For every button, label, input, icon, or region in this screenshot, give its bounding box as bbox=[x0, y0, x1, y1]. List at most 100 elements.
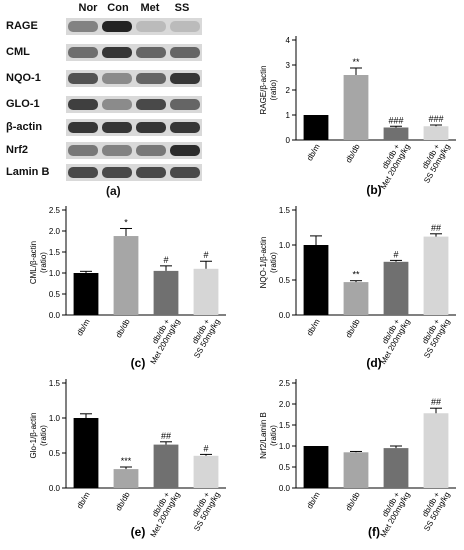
blot-lane bbox=[66, 142, 202, 159]
bar bbox=[383, 448, 409, 488]
significance-marker: ## bbox=[431, 397, 441, 407]
blot-band bbox=[170, 122, 200, 133]
blot-band bbox=[136, 21, 166, 32]
y-tick-label: 1.0 bbox=[49, 414, 61, 423]
significance-marker: # bbox=[163, 255, 168, 265]
bar bbox=[303, 245, 329, 315]
blot-band bbox=[136, 122, 166, 133]
blot-row-label: NQO-1 bbox=[6, 72, 41, 84]
panel-label: (b) bbox=[366, 183, 381, 197]
bar bbox=[153, 444, 179, 488]
blot-band bbox=[102, 21, 132, 32]
blot-band bbox=[68, 47, 98, 58]
blot-band bbox=[68, 73, 98, 84]
panel-label: (c) bbox=[131, 356, 146, 370]
blot-band bbox=[136, 167, 166, 178]
blot-row-label: Nrf2 bbox=[6, 144, 29, 156]
blot-band bbox=[170, 167, 200, 178]
y-axis-label: (ratio) bbox=[269, 252, 278, 273]
category-label: db/m bbox=[75, 490, 92, 510]
y-tick-label: 3 bbox=[286, 61, 291, 70]
blot-band bbox=[170, 73, 200, 84]
blot-row-label: Lamin B bbox=[6, 166, 50, 178]
blot-row-label: CML bbox=[6, 46, 30, 58]
y-tick-label: 2.0 bbox=[279, 400, 291, 409]
y-tick-label: 0.5 bbox=[279, 463, 291, 472]
blot-band bbox=[136, 99, 166, 110]
y-tick-label: 0.5 bbox=[49, 449, 61, 458]
panel-label: (e) bbox=[131, 525, 146, 539]
blot-band bbox=[102, 122, 132, 133]
y-tick-label: 1.5 bbox=[279, 421, 291, 430]
bar bbox=[343, 75, 369, 140]
significance-marker: # bbox=[393, 249, 398, 259]
significance-marker: ## bbox=[431, 223, 441, 233]
significance-marker: # bbox=[203, 250, 208, 260]
y-axis-label: (ratio) bbox=[269, 79, 278, 100]
bar bbox=[113, 236, 139, 315]
y-axis-label: RAGE/β-actin bbox=[259, 65, 268, 114]
y-tick-label: 1.5 bbox=[279, 206, 291, 215]
bar bbox=[343, 282, 369, 315]
y-tick-label: 1 bbox=[286, 111, 291, 120]
blot-band bbox=[170, 21, 200, 32]
y-tick-label: 0.0 bbox=[279, 311, 291, 320]
blot-column-header: SS bbox=[174, 2, 190, 14]
blot-lane bbox=[66, 44, 202, 61]
y-tick-label: 1.0 bbox=[279, 241, 291, 250]
y-tick-label: 1.5 bbox=[49, 379, 61, 388]
blot-row-label: RAGE bbox=[6, 20, 38, 32]
blot-lane bbox=[66, 164, 202, 181]
y-tick-label: 0.5 bbox=[279, 276, 291, 285]
blot-column-header: Met bbox=[140, 2, 160, 14]
blot-lane bbox=[66, 96, 202, 113]
y-axis-label: Nrf2/Lamin B bbox=[259, 412, 268, 459]
blot-band bbox=[170, 47, 200, 58]
bar bbox=[73, 418, 99, 488]
category-label: db/m bbox=[305, 142, 322, 162]
blot-row-label: β-actin bbox=[6, 121, 43, 133]
significance-marker: ### bbox=[388, 115, 403, 125]
category-label: db/db bbox=[114, 317, 132, 339]
significance-marker: ** bbox=[352, 57, 360, 67]
y-axis-label: (ratio) bbox=[39, 425, 48, 446]
blot-band bbox=[68, 21, 98, 32]
bar bbox=[193, 455, 219, 488]
significance-marker: ## bbox=[161, 431, 171, 441]
y-tick-label: 1.0 bbox=[279, 442, 291, 451]
blot-band bbox=[102, 99, 132, 110]
blot-band bbox=[68, 122, 98, 133]
blot-band bbox=[136, 145, 166, 156]
bar bbox=[303, 115, 329, 140]
y-axis-label: (ratio) bbox=[269, 425, 278, 446]
bar bbox=[423, 236, 449, 315]
blot-column-header: Nor bbox=[78, 2, 98, 14]
bar bbox=[153, 270, 179, 315]
y-tick-label: 2.0 bbox=[49, 227, 61, 236]
blot-column-header: Con bbox=[107, 2, 129, 14]
y-tick-label: 1.5 bbox=[49, 248, 61, 257]
bar bbox=[423, 413, 449, 488]
bar bbox=[423, 126, 449, 140]
blot-lane bbox=[66, 119, 202, 136]
western-blot-panel: Nor Con Met SS RAGE CML NQO-1 GLO-1 β-actin Nrf2 L… bbox=[4, 2, 230, 181]
y-axis-label: CML/β-actin bbox=[29, 241, 38, 284]
blot-band bbox=[102, 47, 132, 58]
y-tick-label: 2 bbox=[286, 86, 291, 95]
bar bbox=[113, 469, 139, 488]
blot-band bbox=[102, 167, 132, 178]
y-tick-label: 0 bbox=[286, 136, 291, 145]
significance-marker: *** bbox=[121, 456, 132, 466]
blot-lane bbox=[66, 18, 202, 35]
bar bbox=[73, 273, 99, 315]
blot-band bbox=[68, 99, 98, 110]
blot-band bbox=[136, 47, 166, 58]
blot-band bbox=[68, 167, 98, 178]
category-label: db/db bbox=[344, 142, 362, 164]
blot-band bbox=[102, 73, 132, 84]
blot-band bbox=[136, 73, 166, 84]
y-tick-label: 0.0 bbox=[279, 484, 291, 493]
panel-label: (f) bbox=[368, 525, 380, 539]
significance-marker: ** bbox=[352, 270, 360, 280]
